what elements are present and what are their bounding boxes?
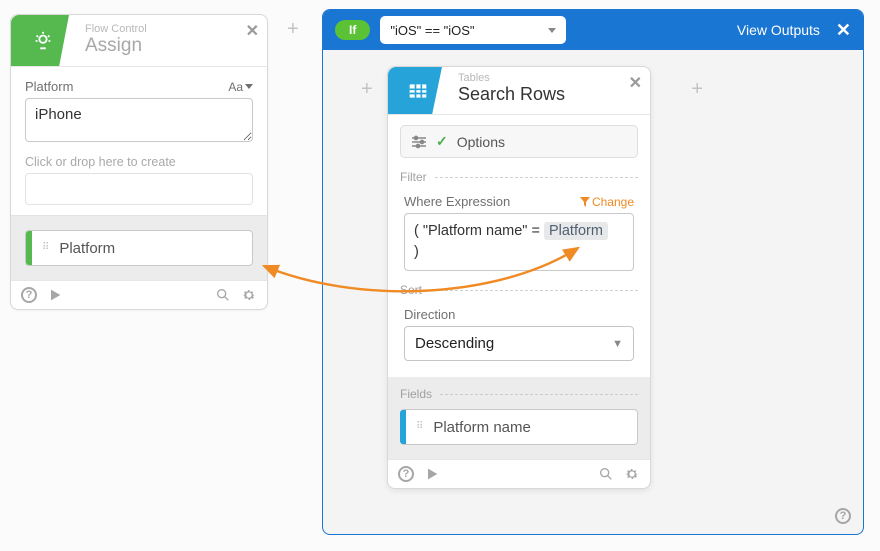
change-link[interactable]: Change — [580, 195, 634, 209]
output-chip-label: Platform — [59, 240, 115, 257]
add-after-icon[interactable]: + — [691, 78, 703, 101]
create-hint: Click or drop here to create — [25, 155, 253, 169]
where-expression-input[interactable]: ( "Platform name" = Platform) — [404, 213, 634, 271]
search-header: Tables Search Rows ✕ — [388, 67, 650, 115]
gear-icon[interactable] — [624, 466, 640, 482]
options-toggle[interactable]: ✓ Options — [400, 125, 638, 158]
chevron-down-icon — [548, 28, 556, 33]
caret-down-icon — [245, 84, 253, 89]
if-header: If "iOS" == "iOS" View Outputs ✕ — [323, 10, 863, 50]
gear-icon[interactable] — [241, 287, 257, 303]
check-icon: ✓ — [436, 133, 448, 150]
search-category: Tables — [458, 72, 565, 84]
platform-input[interactable]: iPhone — [25, 98, 253, 142]
search-title: Search Rows — [458, 84, 565, 105]
assign-card: Flow Control Assign ✕ Platform Aa iPhone… — [10, 14, 268, 310]
help-icon[interactable]: ? — [835, 508, 853, 526]
tables-icon — [388, 67, 452, 114]
fields-section: Fields — [400, 387, 638, 401]
sort-section: Sort — [400, 283, 638, 297]
drag-handle-icon — [26, 231, 32, 265]
close-icon[interactable]: ✕ — [629, 73, 642, 93]
drag-handle-icon — [400, 410, 406, 444]
view-outputs-link[interactable]: View Outputs — [737, 22, 820, 38]
field-type-selector[interactable]: Aa — [228, 80, 253, 94]
if-pill: If — [335, 20, 370, 40]
search-icon[interactable] — [215, 287, 231, 303]
add-step-icon[interactable]: + — [287, 18, 299, 41]
filter-icon — [580, 197, 590, 207]
chevron-down-icon: ▼ — [612, 338, 623, 350]
field-chip-platform-name[interactable]: ⠿ Platform name — [400, 409, 638, 445]
play-icon[interactable] — [424, 466, 440, 482]
options-label: Options — [457, 134, 505, 150]
condition-text: "iOS" == "iOS" — [390, 23, 474, 38]
filter-section: Filter — [400, 170, 638, 184]
assign-header: Flow Control Assign ✕ — [11, 15, 267, 67]
grip-dots-icon: ⠿ — [416, 424, 425, 430]
assign-title: Assign — [85, 35, 267, 57]
help-icon[interactable]: ? — [21, 287, 37, 303]
search-icon[interactable] — [598, 466, 614, 482]
search-rows-card: Tables Search Rows ✕ ✓ Options Filter Wh… — [387, 66, 651, 489]
grip-dots-icon: ⠿ — [42, 245, 51, 251]
if-panel: If "iOS" == "iOS" View Outputs ✕ + + Tab… — [322, 9, 864, 535]
field-chip-label: Platform name — [433, 419, 531, 436]
assign-icon — [11, 15, 81, 66]
direction-select[interactable]: Descending ▼ — [404, 326, 634, 361]
direction-label: Direction — [404, 307, 634, 322]
expr-token-platform[interactable]: Platform — [544, 222, 608, 240]
play-icon[interactable] — [47, 287, 63, 303]
platform-label: Platform — [25, 79, 73, 94]
where-label: Where Expression — [404, 194, 510, 209]
help-icon[interactable]: ? — [398, 466, 414, 482]
create-dropzone[interactable] — [25, 173, 253, 205]
search-footer: ? — [388, 459, 650, 488]
close-icon[interactable]: ✕ — [246, 21, 259, 41]
sliders-icon — [411, 135, 427, 149]
output-chip-platform[interactable]: ⠿ Platform — [25, 230, 253, 266]
condition-select[interactable]: "iOS" == "iOS" — [380, 16, 566, 44]
assign-category: Flow Control — [85, 23, 267, 35]
assign-footer: ? — [11, 280, 267, 309]
close-icon[interactable]: ✕ — [836, 20, 851, 41]
expr-text-prefix: ( "Platform name" = — [414, 223, 544, 239]
expr-text-suffix: ) — [414, 244, 419, 260]
add-before-icon[interactable]: + — [361, 78, 373, 101]
